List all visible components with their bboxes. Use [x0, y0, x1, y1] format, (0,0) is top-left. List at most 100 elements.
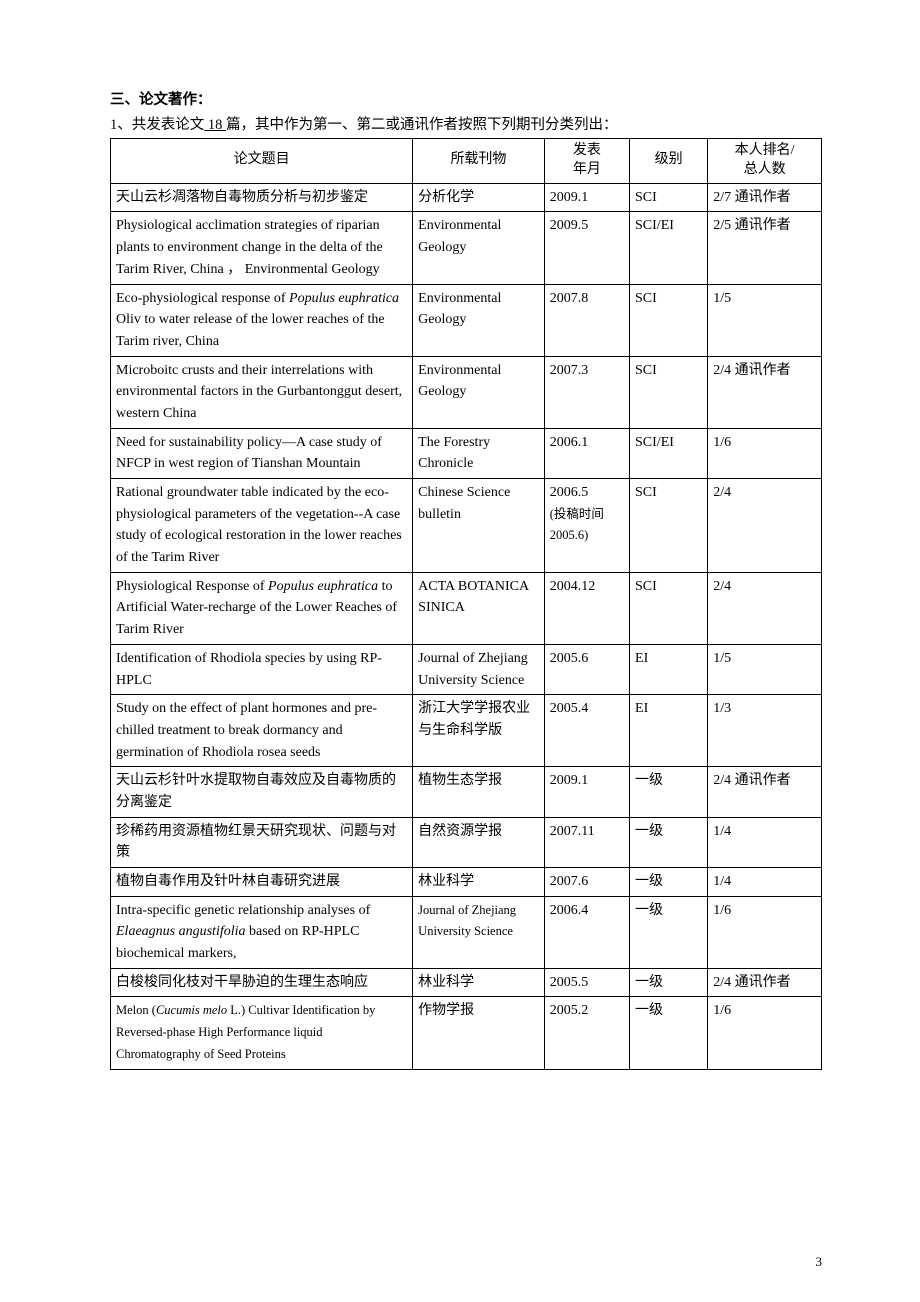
cell-level: 一级	[630, 896, 708, 968]
cell-level: 一级	[630, 968, 708, 997]
cell-title: Eco-physiological response of Populus eu…	[111, 284, 413, 356]
cell-journal: 林业科学	[413, 968, 545, 997]
cell-date: 2005.2	[544, 997, 629, 1069]
cell-level: SCI	[630, 479, 708, 573]
intro-count-underlined: 18	[204, 117, 226, 133]
cell-journal: 植物生态学报	[413, 767, 545, 817]
cell-date: 2004.12	[544, 572, 629, 644]
col-header-rank-l1: 本人排名/	[735, 143, 795, 158]
cell-date: 2009.5	[544, 212, 629, 284]
intro-line: 1、共发表论文 18 篇，其中作为第一、第二或通讯作者按照下列期刊分类列出：	[110, 113, 822, 134]
cell-date: 2005.6	[544, 644, 629, 694]
page-container: 三、论文著作： 1、共发表论文 18 篇，其中作为第一、第二或通讯作者按照下列期…	[0, 0, 920, 1302]
cell-rank: 2/4 通讯作者	[708, 767, 822, 817]
table-row: Need for sustainability policy—A case st…	[111, 428, 822, 478]
col-header-date: 发表 年月	[544, 139, 629, 184]
intro-prefix: 1、共发表论文	[110, 117, 204, 133]
cell-rank: 1/3	[708, 695, 822, 767]
cell-date: 2006.1	[544, 428, 629, 478]
col-header-journal: 所载刊物	[413, 139, 545, 184]
col-header-level: 级别	[630, 139, 708, 184]
cell-date: 2006.5(投稿时间2005.6)	[544, 479, 629, 573]
cell-date: 2006.4	[544, 896, 629, 968]
col-header-rank-l2: 总人数	[744, 162, 786, 177]
table-row: Intra-specific genetic relationship anal…	[111, 896, 822, 968]
cell-title: Study on the effect of plant hormones an…	[111, 695, 413, 767]
cell-date: 2009.1	[544, 183, 629, 212]
cell-date: 2007.8	[544, 284, 629, 356]
cell-title: 白梭梭同化枝对干旱胁迫的生理生态响应	[111, 968, 413, 997]
cell-title: 天山云杉凋落物自毒物质分析与初步鉴定	[111, 183, 413, 212]
cell-title: 天山云杉针叶水提取物自毒效应及自毒物质的分离鉴定	[111, 767, 413, 817]
cell-journal: 作物学报	[413, 997, 545, 1069]
table-row: 天山云杉凋落物自毒物质分析与初步鉴定分析化学2009.1SCI2/7 通讯作者	[111, 183, 822, 212]
cell-level: SCI	[630, 356, 708, 428]
cell-date: 2005.4	[544, 695, 629, 767]
table-row: Rational groundwater table indicated by …	[111, 479, 822, 573]
table-body: 天山云杉凋落物自毒物质分析与初步鉴定分析化学2009.1SCI2/7 通讯作者P…	[111, 183, 822, 1069]
cell-title: Melon (Cucumis melo L.) Cultivar Identif…	[111, 997, 413, 1069]
cell-rank: 1/5	[708, 644, 822, 694]
cell-journal: ACTA BOTANICA SINICA	[413, 572, 545, 644]
cell-rank: 2/4 通讯作者	[708, 968, 822, 997]
table-row: Identification of Rhodiola species by us…	[111, 644, 822, 694]
cell-title: Need for sustainability policy—A case st…	[111, 428, 413, 478]
cell-level: EI	[630, 695, 708, 767]
cell-journal: The Forestry Chronicle	[413, 428, 545, 478]
cell-title: Rational groundwater table indicated by …	[111, 479, 413, 573]
table-header-row: 论文题目 所载刊物 发表 年月 级别 本人排名/ 总人数	[111, 139, 822, 184]
table-row: Physiological Response of Populus euphra…	[111, 572, 822, 644]
cell-date: 2005.5	[544, 968, 629, 997]
page-number: 3	[816, 1254, 823, 1270]
table-row: 白梭梭同化枝对干旱胁迫的生理生态响应林业科学2005.5一级2/4 通讯作者	[111, 968, 822, 997]
cell-title: Microboitc crusts and their interrelatio…	[111, 356, 413, 428]
cell-level: 一级	[630, 997, 708, 1069]
table-row: 植物自毒作用及针叶林自毒研究进展林业科学2007.6一级1/4	[111, 868, 822, 897]
cell-level: SCI	[630, 183, 708, 212]
cell-level: SCI	[630, 284, 708, 356]
cell-title: 植物自毒作用及针叶林自毒研究进展	[111, 868, 413, 897]
cell-level: SCI	[630, 572, 708, 644]
table-row: Microboitc crusts and their interrelatio…	[111, 356, 822, 428]
cell-date: 2007.3	[544, 356, 629, 428]
table-row: Eco-physiological response of Populus eu…	[111, 284, 822, 356]
cell-rank: 2/4	[708, 572, 822, 644]
cell-journal: 林业科学	[413, 868, 545, 897]
cell-rank: 1/5	[708, 284, 822, 356]
cell-level: 一级	[630, 767, 708, 817]
cell-title: 珍稀药用资源植物红景天研究现状、问题与对策	[111, 817, 413, 867]
cell-rank: 1/6	[708, 997, 822, 1069]
cell-level: SCI/EI	[630, 212, 708, 284]
section-heading: 三、论文著作：	[110, 88, 822, 109]
cell-title: Physiological acclimation strategies of …	[111, 212, 413, 284]
intro-suffix: 篇，其中作为第一、第二或通讯作者按照下列期刊分类列出：	[226, 117, 618, 133]
cell-rank: 2/5 通讯作者	[708, 212, 822, 284]
cell-rank: 2/7 通讯作者	[708, 183, 822, 212]
cell-date: 2009.1	[544, 767, 629, 817]
cell-journal: 浙江大学学报农业与生命科学版	[413, 695, 545, 767]
cell-title: Physiological Response of Populus euphra…	[111, 572, 413, 644]
cell-level: 一级	[630, 817, 708, 867]
cell-level: SCI/EI	[630, 428, 708, 478]
cell-rank: 2/4	[708, 479, 822, 573]
cell-journal: Environmental Geology	[413, 212, 545, 284]
col-header-title: 论文题目	[111, 139, 413, 184]
table-row: 珍稀药用资源植物红景天研究现状、问题与对策自然资源学报2007.11一级1/4	[111, 817, 822, 867]
cell-level: 一级	[630, 868, 708, 897]
cell-rank: 1/4	[708, 868, 822, 897]
table-row: Physiological acclimation strategies of …	[111, 212, 822, 284]
table-row: 天山云杉针叶水提取物自毒效应及自毒物质的分离鉴定植物生态学报2009.1一级2/…	[111, 767, 822, 817]
cell-rank: 1/6	[708, 428, 822, 478]
cell-journal: Environmental Geology	[413, 284, 545, 356]
cell-date: 2007.6	[544, 868, 629, 897]
cell-journal: 自然资源学报	[413, 817, 545, 867]
col-header-date-l1: 发表	[573, 143, 601, 158]
publications-table: 论文题目 所载刊物 发表 年月 级别 本人排名/ 总人数 天山云杉凋落物自毒物质…	[110, 138, 822, 1070]
cell-title: Intra-specific genetic relationship anal…	[111, 896, 413, 968]
col-header-date-l2: 年月	[573, 162, 601, 177]
cell-journal: Chinese Science bulletin	[413, 479, 545, 573]
table-row: Study on the effect of plant hormones an…	[111, 695, 822, 767]
table-row: Melon (Cucumis melo L.) Cultivar Identif…	[111, 997, 822, 1069]
cell-title: Identification of Rhodiola species by us…	[111, 644, 413, 694]
col-header-rank: 本人排名/ 总人数	[708, 139, 822, 184]
